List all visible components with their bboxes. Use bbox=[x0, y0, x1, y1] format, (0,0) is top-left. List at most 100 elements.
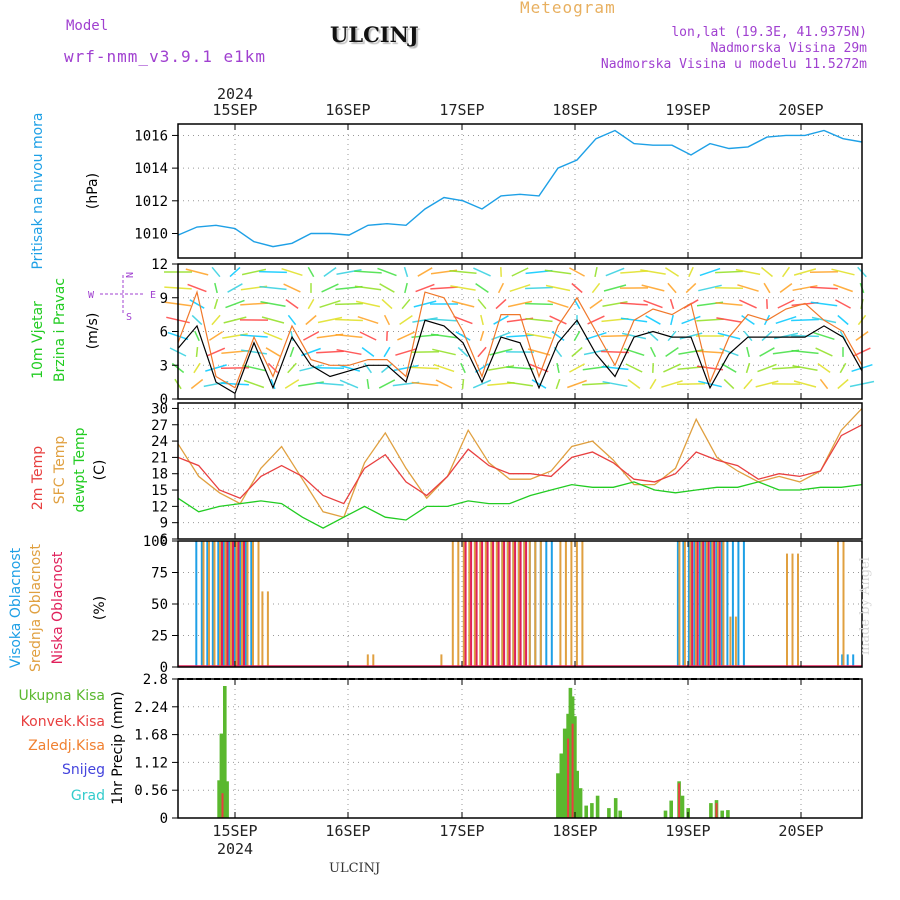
cloud-bar bbox=[575, 541, 578, 667]
wind-barb bbox=[321, 283, 339, 293]
footer-station: ULCINJ bbox=[329, 861, 381, 876]
wind-barb bbox=[433, 363, 455, 373]
wind-barb bbox=[819, 378, 829, 390]
wind-barb bbox=[681, 315, 701, 325]
year-label-top: 2024 bbox=[217, 85, 253, 103]
wind-barb bbox=[591, 282, 601, 294]
wind-barb bbox=[316, 350, 344, 354]
wind-barb bbox=[716, 317, 742, 323]
panel-frame-clouds bbox=[177, 540, 863, 668]
cloud-bar bbox=[246, 541, 249, 667]
precip-bar-convective bbox=[678, 783, 681, 819]
wind-barb bbox=[569, 267, 585, 277]
y-tick-label: 0.56 bbox=[134, 783, 168, 799]
cloud-bar bbox=[517, 541, 520, 667]
cloud-bar bbox=[709, 541, 712, 667]
axes-layer: 1010101210141016036912691215182124273002… bbox=[134, 123, 863, 827]
wind-barb bbox=[791, 334, 819, 338]
temp-title-3: dewpt Temp bbox=[72, 427, 88, 512]
temp-title-2: SFC Temp bbox=[52, 436, 68, 505]
precip-bar-total bbox=[225, 781, 229, 818]
cloud-bar bbox=[683, 541, 686, 667]
dewpoint-line bbox=[177, 481, 863, 529]
wind-barb bbox=[698, 284, 722, 292]
cloud-bar bbox=[691, 541, 694, 667]
precip-bar-total bbox=[223, 686, 227, 818]
precip-bar-total bbox=[663, 810, 668, 818]
cloud-bar bbox=[226, 541, 229, 667]
page-title: ULCINJ bbox=[330, 22, 419, 47]
precip-legend-4: Grad bbox=[71, 788, 105, 804]
wind-barb bbox=[317, 316, 343, 324]
cloud-bar bbox=[462, 541, 465, 667]
panel-frame-wind bbox=[177, 263, 863, 400]
cloud-bar bbox=[243, 541, 245, 667]
cloud-bar bbox=[464, 541, 467, 667]
wind-barb bbox=[815, 347, 833, 357]
wind-barb bbox=[383, 314, 391, 326]
wind-barb bbox=[281, 267, 303, 277]
wind-barb bbox=[544, 269, 572, 275]
wind-barb bbox=[404, 282, 408, 294]
wind-barb bbox=[460, 362, 466, 374]
y-tick-label: 1010 bbox=[134, 226, 168, 242]
wind-barb bbox=[227, 283, 243, 293]
precip-bar-total bbox=[217, 780, 221, 818]
wind-barb bbox=[336, 348, 362, 356]
y-tick-label: 1.68 bbox=[134, 728, 168, 744]
y-tick-label: 3 bbox=[160, 358, 168, 374]
wind-barb bbox=[259, 270, 287, 274]
wind-barb bbox=[357, 315, 379, 325]
cloud-bar bbox=[228, 541, 231, 667]
cloud-bar bbox=[497, 541, 500, 667]
wind-barb bbox=[411, 381, 439, 387]
precip-bar-total bbox=[568, 687, 573, 818]
wind-barb bbox=[493, 315, 509, 325]
y-tick-label: 1.12 bbox=[134, 755, 168, 771]
cloud-bar bbox=[700, 541, 703, 667]
lonlat-label: lon,lat (19.3E, 41.9375N) bbox=[671, 25, 867, 40]
wind-barb bbox=[243, 379, 265, 389]
wind-barb bbox=[779, 282, 793, 294]
panel-frame-pressure bbox=[177, 123, 863, 259]
cloud-bar bbox=[475, 541, 478, 667]
precip-bar-total bbox=[613, 798, 618, 818]
wind-barb bbox=[602, 380, 628, 388]
wind-barb bbox=[551, 330, 565, 342]
temp-title-1: 2m Temp bbox=[30, 446, 46, 510]
wind-barb bbox=[781, 266, 791, 278]
y-tick-label: 1014 bbox=[134, 161, 168, 177]
day-label-bottom: 16SEP bbox=[325, 822, 370, 840]
precip-bar-convective bbox=[221, 793, 224, 818]
model-label: Model bbox=[66, 18, 109, 34]
wind-barb bbox=[366, 378, 370, 390]
wind-barb bbox=[395, 348, 417, 356]
credit-label: made by Angel bbox=[858, 557, 873, 655]
wind-barb bbox=[316, 382, 344, 386]
precip-bar-convective bbox=[567, 738, 570, 818]
cloud-bar bbox=[235, 541, 238, 667]
wind-barb bbox=[620, 270, 648, 274]
wind-barb bbox=[335, 318, 363, 322]
precip-bar-total bbox=[584, 805, 588, 818]
wind-barb bbox=[335, 333, 363, 339]
wind-barb bbox=[480, 314, 484, 326]
cloud-bar bbox=[202, 541, 205, 667]
cloud-bar bbox=[726, 541, 729, 667]
2m-temp-line bbox=[177, 424, 863, 505]
wind-barb bbox=[567, 379, 587, 389]
cloud-bar bbox=[457, 541, 460, 667]
wind-barb bbox=[208, 331, 224, 341]
precip-bar-total bbox=[573, 716, 577, 818]
wind-barb bbox=[430, 318, 458, 322]
wind-barb bbox=[837, 378, 849, 390]
wind-barb bbox=[833, 283, 853, 293]
wind-barb bbox=[283, 283, 301, 293]
precip-unit: 1hr Precip (mm) bbox=[110, 691, 126, 804]
wind-barb bbox=[526, 333, 552, 339]
wind-barb bbox=[775, 315, 797, 325]
y-tick-label: 75 bbox=[151, 566, 168, 582]
wind-barb bbox=[699, 267, 721, 277]
wind-barb bbox=[545, 284, 571, 292]
wind-barb bbox=[714, 286, 744, 290]
